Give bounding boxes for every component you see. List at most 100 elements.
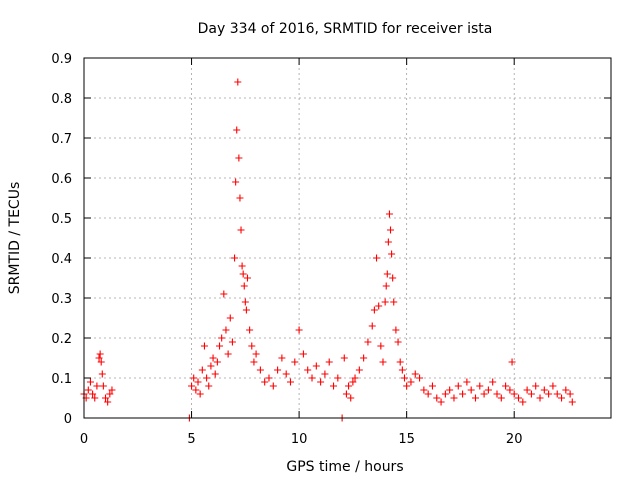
data-point xyxy=(377,342,385,350)
data-point xyxy=(375,302,383,310)
data-point xyxy=(269,382,277,390)
data-point xyxy=(220,290,228,298)
data-point xyxy=(96,350,104,358)
data-point xyxy=(241,298,249,306)
data-point xyxy=(325,358,333,366)
data-point xyxy=(396,358,404,366)
data-point xyxy=(345,382,353,390)
data-point xyxy=(234,78,242,86)
data-point xyxy=(392,326,400,334)
data-point xyxy=(97,358,105,366)
y-tick-label: 0.6 xyxy=(51,172,72,187)
data-point xyxy=(317,378,325,386)
data-point xyxy=(235,154,243,162)
data-point xyxy=(506,386,514,394)
data-point xyxy=(540,386,548,394)
data-point xyxy=(398,366,406,374)
y-tick-label: 0.9 xyxy=(51,52,72,67)
data-point xyxy=(265,374,273,382)
data-point xyxy=(424,390,432,398)
data-point xyxy=(351,374,359,382)
axis-ticks xyxy=(83,57,611,419)
data-point xyxy=(381,298,389,306)
y-tick-label: 0.4 xyxy=(51,252,72,267)
data-point xyxy=(382,282,390,290)
data-point xyxy=(86,378,94,386)
data-point xyxy=(188,382,196,390)
data-point xyxy=(562,386,570,394)
data-point xyxy=(286,378,294,386)
data-point xyxy=(256,366,264,374)
data-point xyxy=(222,326,230,334)
data-point xyxy=(433,394,441,402)
data-point xyxy=(379,358,387,366)
data-point xyxy=(385,210,393,218)
data-point xyxy=(278,354,286,362)
data-point xyxy=(508,358,516,366)
data-point xyxy=(194,378,202,386)
data-point xyxy=(347,394,355,402)
data-point xyxy=(91,394,99,402)
data-point xyxy=(407,378,415,386)
data-point xyxy=(532,382,540,390)
data-point xyxy=(360,354,368,362)
data-point xyxy=(416,374,424,382)
data-point xyxy=(489,378,497,386)
data-point xyxy=(213,358,221,366)
y-tick-label: 0.1 xyxy=(51,372,72,387)
data-point xyxy=(98,370,106,378)
data-point xyxy=(198,366,206,374)
data-point xyxy=(428,382,436,390)
data-point xyxy=(231,254,239,262)
y-axis-label: SRMTID / TECUs xyxy=(7,182,23,295)
data-point xyxy=(243,274,251,282)
y-tick-label: 0.8 xyxy=(51,92,72,107)
data-point xyxy=(342,390,350,398)
data-point xyxy=(484,386,492,394)
data-point xyxy=(102,394,110,402)
data-point xyxy=(437,398,445,406)
data-point xyxy=(368,322,376,330)
data-point xyxy=(232,178,240,186)
data-point xyxy=(463,378,471,386)
data-point xyxy=(216,342,224,350)
data-point xyxy=(239,270,247,278)
data-point xyxy=(519,398,527,406)
data-point xyxy=(454,382,462,390)
data-point xyxy=(282,370,290,378)
data-points xyxy=(80,78,576,422)
data-point xyxy=(566,390,574,398)
data-point xyxy=(446,386,454,394)
data-point xyxy=(209,354,217,362)
data-point xyxy=(553,390,561,398)
data-point xyxy=(387,226,395,234)
y-tick-label: 0.3 xyxy=(51,292,72,307)
data-point xyxy=(236,194,244,202)
data-point xyxy=(196,390,204,398)
data-point xyxy=(299,350,307,358)
data-point xyxy=(388,250,396,258)
data-point xyxy=(238,262,246,270)
data-point xyxy=(192,386,200,394)
x-tick-label: 20 xyxy=(506,432,523,447)
plot-frame xyxy=(83,57,612,419)
data-point xyxy=(364,338,372,346)
data-point xyxy=(218,334,226,342)
data-point xyxy=(237,226,245,234)
data-point xyxy=(523,386,531,394)
x-tick-label: 10 xyxy=(291,432,308,447)
data-point xyxy=(321,370,329,378)
data-point xyxy=(246,326,254,334)
grid xyxy=(84,58,611,418)
data-point xyxy=(84,386,92,394)
data-point xyxy=(207,362,215,370)
data-point xyxy=(480,390,488,398)
data-point xyxy=(349,378,357,386)
y-tick-label: 0.2 xyxy=(51,332,72,347)
data-point xyxy=(373,254,381,262)
data-point xyxy=(205,382,213,390)
data-point xyxy=(295,326,303,334)
data-point xyxy=(242,306,250,314)
data-point xyxy=(497,394,505,402)
data-point xyxy=(89,390,97,398)
